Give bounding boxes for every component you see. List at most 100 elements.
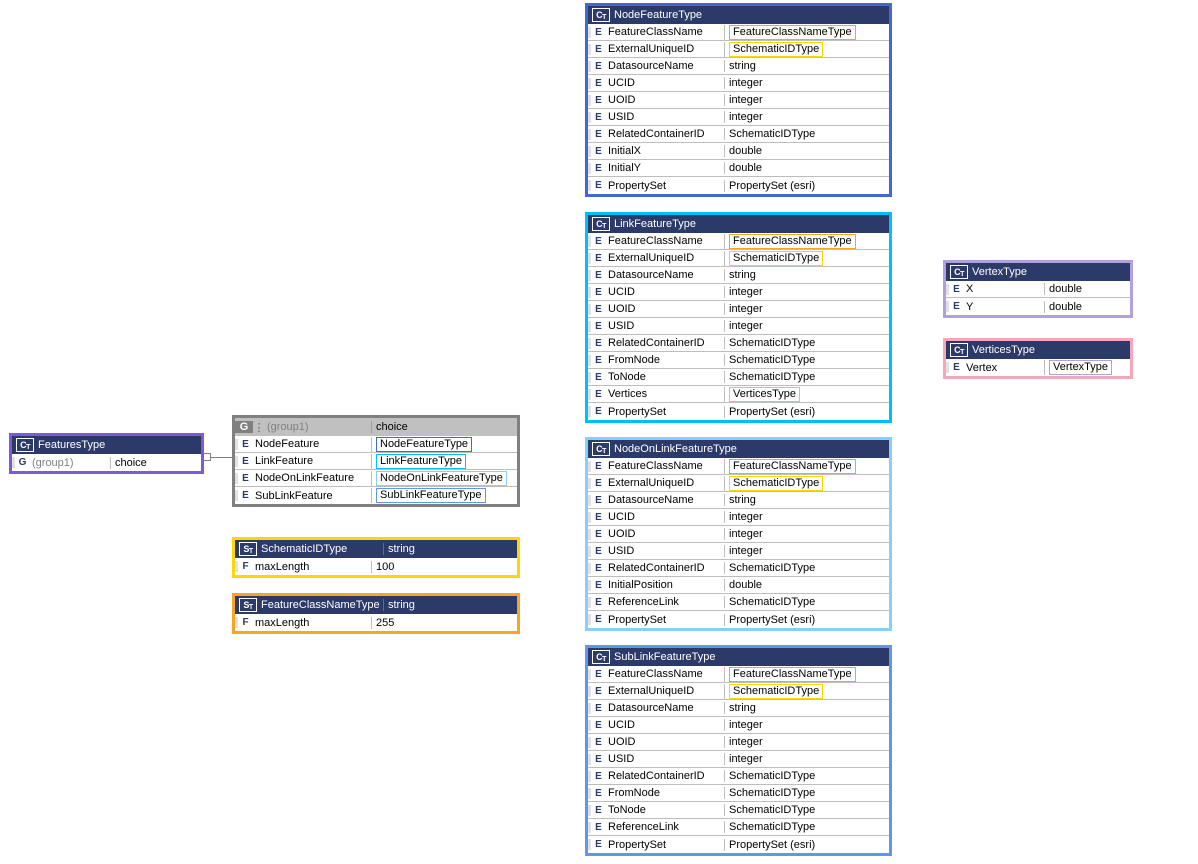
type-title: SubLinkFeatureType [614, 651, 716, 663]
type-row: ENodeOnLinkFeatureNodeOnLinkFeatureType [235, 470, 517, 487]
connector-square-left [203, 453, 211, 461]
row-type: double [724, 579, 889, 591]
row-marker-E: E [588, 180, 606, 191]
type-row: EExternalUniqueIDSchematicIDType [588, 683, 889, 700]
row-marker-E: E [588, 771, 606, 782]
type-icon: CT [16, 438, 34, 452]
row-name: USID [606, 111, 724, 123]
row-type: string [724, 60, 889, 72]
group-icon: G [235, 421, 253, 433]
type-header: CTSubLinkFeatureType [588, 648, 889, 666]
type-row: EToNodeSchematicIDType [588, 802, 889, 819]
type-row: EToNodeSchematicIDType [588, 369, 889, 386]
row-type: SchematicIDType [724, 787, 889, 799]
row-name: Vertex [964, 362, 1044, 374]
row-name: FeatureClassName [606, 26, 724, 38]
row-marker-E: E [588, 563, 606, 574]
type-title: VertexType [972, 266, 1027, 278]
row-name: FromNode [606, 787, 724, 799]
row-name: UCID [606, 719, 724, 731]
type-box-linkFeatureType: CTLinkFeatureTypeEFeatureClassNameFeatur… [585, 212, 892, 423]
type-row: EReferenceLinkSchematicIDType [588, 594, 889, 611]
type-row: EUOIDinteger [588, 92, 889, 109]
type-reference-highlight: VerticesType [729, 387, 800, 402]
type-row: EUCIDinteger [588, 75, 889, 92]
row-name: ExternalUniqueID [606, 685, 724, 697]
type-reference-highlight: VertexType [1049, 360, 1112, 375]
row-marker-E: E [588, 788, 606, 799]
row-name: ToNode [606, 804, 724, 816]
type-header: STFeatureClassNameTypestring [235, 596, 517, 614]
type-row: EXdouble [946, 281, 1130, 298]
row-marker-E: E [588, 270, 606, 281]
row-marker-E: E [588, 686, 606, 697]
row-marker-E: E [588, 304, 606, 315]
row-type: SchematicIDType [724, 42, 889, 57]
type-row: EFromNodeSchematicIDType [588, 785, 889, 802]
row-type: SchematicIDType [724, 804, 889, 816]
row-name: DatasourceName [606, 60, 724, 72]
row-marker-E: E [588, 287, 606, 298]
row-marker-F: F [235, 561, 253, 572]
row-type: integer [724, 94, 889, 106]
row-type: SchematicIDType [724, 562, 889, 574]
row-name: RelatedContainerID [606, 128, 724, 140]
type-row: EFeatureClassNameFeatureClassNameType [588, 458, 889, 475]
type-title: NodeFeatureType [614, 9, 702, 21]
type-row: ERelatedContainerIDSchematicIDType [588, 768, 889, 785]
row-type: SchematicIDType [724, 684, 889, 699]
row-type: double [724, 162, 889, 174]
row-name: InitialY [606, 162, 724, 174]
row-name: SubLinkFeature [253, 490, 371, 502]
row-name: FromNode [606, 354, 724, 366]
type-row: EFeatureClassNameFeatureClassNameType [588, 233, 889, 250]
type-title: FeaturesType [38, 439, 105, 451]
type-box-vertexType: CTVertexTypeEXdoubleEYdouble [943, 260, 1133, 318]
row-marker-E: E [588, 669, 606, 680]
row-marker-E: E [588, 78, 606, 89]
row-name: maxLength [253, 561, 371, 573]
type-row: ESubLinkFeatureSubLinkFeatureType [235, 487, 517, 504]
row-name: ReferenceLink [606, 596, 724, 608]
row-type: NodeFeatureType [371, 437, 517, 452]
row-marker-E: E [588, 112, 606, 123]
type-icon: ST [239, 598, 257, 612]
row-name: UOID [606, 94, 724, 106]
row-marker-E: E [588, 129, 606, 140]
type-reference-highlight: SchematicIDType [729, 251, 823, 266]
row-type: integer [724, 753, 889, 765]
row-type: PropertySet (esri) [724, 406, 889, 418]
row-marker-E: E [588, 321, 606, 332]
row-name: FeatureClassName [606, 460, 724, 472]
type-row: EVertexVertexType [946, 359, 1130, 376]
type-title: VerticesType [972, 344, 1035, 356]
row-name: UOID [606, 528, 724, 540]
type-header: CTNodeFeatureType [588, 6, 889, 24]
row-marker-E: E [588, 529, 606, 540]
row-name: RelatedContainerID [606, 337, 724, 349]
type-reference-highlight: SchematicIDType [729, 42, 823, 57]
type-row: ERelatedContainerIDSchematicIDType [588, 560, 889, 577]
group-name: (group1) [265, 421, 371, 433]
type-row: EPropertySetPropertySet (esri) [588, 836, 889, 853]
type-box-verticesType: CTVerticesTypeEVertexVertexType [943, 338, 1133, 379]
row-type: SchematicIDType [724, 337, 889, 349]
type-row: EUCIDinteger [588, 509, 889, 526]
row-marker-E: E [588, 822, 606, 833]
type-row: EInitialXdouble [588, 143, 889, 160]
row-type: double [1044, 283, 1130, 295]
type-reference-highlight: LinkFeatureType [376, 454, 466, 469]
row-name: UOID [606, 736, 724, 748]
type-row: EVerticesVerticesType [588, 386, 889, 403]
type-row: ERelatedContainerIDSchematicIDType [588, 335, 889, 352]
row-marker-E: E [588, 95, 606, 106]
type-row: EFromNodeSchematicIDType [588, 352, 889, 369]
row-name: PropertySet [606, 614, 724, 626]
row-name: USID [606, 545, 724, 557]
row-type: integer [724, 286, 889, 298]
row-name: ExternalUniqueID [606, 43, 724, 55]
row-type: PropertySet (esri) [724, 839, 889, 851]
row-marker-E: E [946, 284, 964, 295]
type-row: G(group1)choice [12, 454, 201, 471]
type-row: EExternalUniqueIDSchematicIDType [588, 475, 889, 492]
